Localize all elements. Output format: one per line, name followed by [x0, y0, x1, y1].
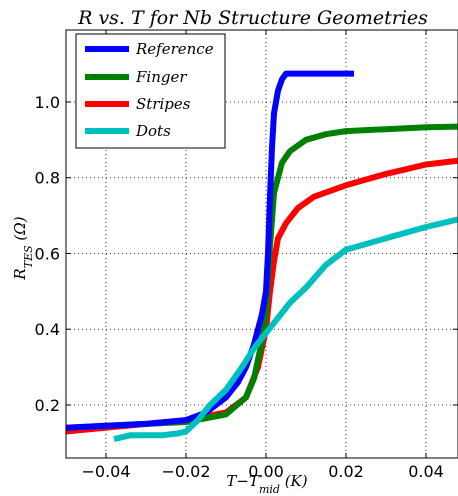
series-line-stripes — [66, 157, 458, 435]
series-line-dots — [113, 216, 458, 443]
legend-label-stripes: Stripes — [136, 95, 191, 113]
plot-frame — [65, 29, 458, 459]
x-axis-label: T−Tmid (K) — [226, 472, 307, 496]
x-tick-label: 0.00 — [248, 462, 284, 481]
x-tick-label: 0.04 — [408, 462, 444, 481]
legend-label-dots: Dots — [135, 122, 171, 140]
series-line-reference — [66, 70, 354, 431]
legend: Reference Finger Stripes Dots — [75, 33, 226, 149]
y-axis-label: RTES (Ω) — [11, 216, 35, 280]
axis-ticks: −0.04 −0.02 0.00 0.02 0.04 0.2 0.4 0.6 0.8 1.0 — [35, 30, 458, 481]
y-tick-label: 1.0 — [35, 93, 60, 112]
y-tick-label: 0.4 — [35, 320, 60, 339]
x-tick-label: −0.04 — [81, 462, 130, 481]
y-tick-label: 0.2 — [35, 396, 60, 415]
legend-label-finger: Finger — [135, 68, 187, 86]
x-tick-label: −0.02 — [161, 462, 210, 481]
series-group — [66, 70, 458, 443]
chart-title: R vs. T for Nb Structure Geometries — [77, 7, 428, 29]
y-tick-label: 0.8 — [35, 169, 60, 188]
y-tick-label: 0.6 — [35, 244, 60, 263]
legend-label-reference: Reference — [135, 40, 214, 58]
x-tick-label: 0.02 — [328, 462, 364, 481]
